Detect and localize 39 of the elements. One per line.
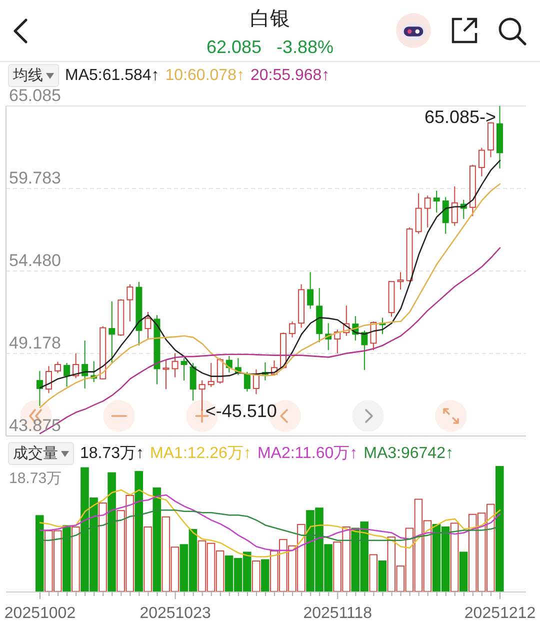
bar (134, 471, 144, 592)
series-label: MA1:12.26万↑ (150, 444, 252, 464)
text: MA3:96742↑ (364, 444, 454, 462)
text: MA5:61.584↑ (65, 66, 160, 84)
x-tick-label: 20251023 (140, 605, 211, 622)
bar (35, 515, 44, 592)
y-tick-label: 65.085 (9, 86, 61, 105)
y-tick-label: 54.480 (9, 251, 61, 270)
bar (62, 525, 71, 592)
x-tick-label: 20251212 (464, 605, 536, 622)
chart-title: 白银 (250, 8, 290, 30)
text: 10:60.078↑ (165, 66, 244, 84)
bar (495, 466, 504, 592)
text: 20:55.968↑ (250, 66, 330, 84)
text: MA2:11.60万↑ (257, 444, 358, 464)
y-tick-label: 59.783 (9, 168, 61, 188)
bar (98, 502, 107, 592)
bar (72, 526, 80, 592)
annotation: 18.73万 (9, 470, 62, 487)
bar (459, 552, 468, 592)
bar (450, 522, 459, 592)
legend-title: 成交量 (13, 444, 58, 463)
dropdown-button: 成交量 (8, 442, 74, 465)
bar (252, 560, 260, 592)
x-tick-label: 20251118 (303, 605, 372, 622)
bar (144, 526, 152, 592)
bar (108, 472, 116, 592)
bar (369, 554, 378, 592)
chart-subtitle: 62.085 -3.88% (206, 37, 334, 57)
annotation: <-45.510 (205, 400, 277, 421)
dropdown-button: 均线 (8, 64, 59, 87)
x-tick-label: 20251002 (4, 605, 76, 622)
legend-title: 均线 (13, 66, 43, 85)
bar (378, 560, 387, 592)
text: 18.73万↑ (80, 444, 144, 464)
bar (152, 487, 162, 592)
bar (260, 559, 270, 592)
y-tick-label: 49.178 (9, 333, 61, 352)
annotation: 65.085-> (424, 107, 496, 127)
